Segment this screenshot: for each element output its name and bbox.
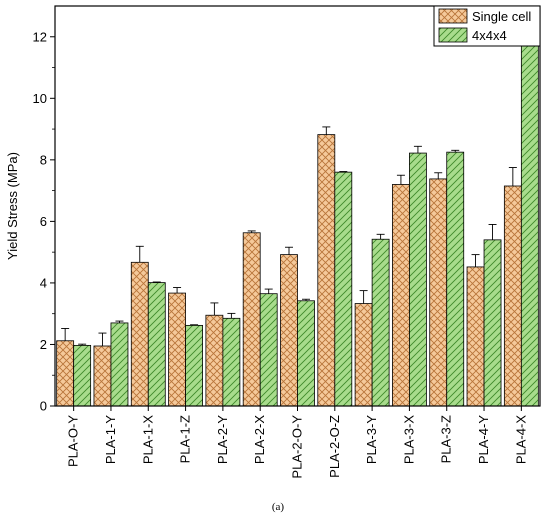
error-bar-single-cell-pla-3-z (434, 172, 443, 179)
error-bars-layer (61, 32, 534, 346)
y-axis-title: Yield Stress (MPa) (5, 152, 20, 260)
x-axis: PLA-O-Y PLA-1-Y PLA-1-X PLA-1-Z PLA-2-Y PLA-2… (66, 406, 528, 479)
legend-label-single-cell: Single cell (472, 9, 531, 24)
y-tick-label-0: 0 (40, 399, 47, 414)
x-tick-label-pla-2-x: PLA-2-X (252, 415, 267, 464)
error-bar-4x4x4-pla-3-x (413, 145, 422, 154)
bar-4x4x4-pla-o-y (73, 344, 92, 407)
bar-4x4x4-pla-1-x (147, 282, 166, 407)
x-tick-label-pla-2-y: PLA-2-Y (215, 415, 230, 464)
bar-4x4x4-pla-2-x (259, 293, 278, 407)
x-tick-label-pla-3-z: PLA-3-Z (439, 415, 454, 463)
bar-single-cell-pla-1-z (168, 292, 186, 407)
bar-single-cell-pla-2-o-z (317, 134, 336, 407)
bar-single-cell-pla-3-z (429, 178, 448, 407)
x-tick-label-pla-1-y: PLA-1-Y (103, 415, 118, 464)
bar-single-cell-pla-2-o-y (280, 254, 298, 407)
error-bar-single-cell-pla-4-y (471, 254, 480, 267)
error-bar-single-cell-pla-4-x (508, 167, 517, 186)
bar-single-cell-pla-2-x (242, 232, 261, 407)
bar-4x4x4-pla-3-x (409, 152, 427, 407)
error-bar-4x4x4-pla-3-y (376, 233, 385, 240)
y-axis: 0 2 4 6 8 10 12 (33, 29, 55, 414)
bar-single-cell-pla-1-y (93, 345, 112, 407)
bar-single-cell-pla-4-y (466, 266, 485, 407)
bar-single-cell-pla-1-x (130, 261, 149, 407)
y-tick-label-2: 2 (40, 337, 47, 352)
bar-single-cell-pla-4-x (503, 185, 522, 407)
y-tick-label-4: 4 (40, 275, 47, 290)
error-bar-single-cell-pla-2-o-z (322, 126, 331, 135)
error-bar-4x4x4-pla-2-o-z (339, 171, 348, 173)
error-bar-single-cell-pla-2-x (247, 230, 256, 233)
bar-single-cell-pla-2-y (205, 314, 224, 407)
x-tick-label-pla-2-o-y: PLA-2-O-Y (290, 415, 305, 479)
error-bar-single-cell-pla-1-y (98, 332, 107, 346)
bar-4x4x4-pla-4-y (483, 239, 502, 407)
error-bar-4x4x4-pla-2-y (227, 312, 236, 319)
figure-caption: (a) (272, 501, 285, 513)
x-tick-label-pla-1-z: PLA-1-Z (178, 415, 193, 463)
error-bar-single-cell-pla-3-y (359, 290, 368, 304)
x-tick-label-pla-4-y: PLA-4-Y (476, 415, 491, 464)
error-bar-4x4x4-pla-2-x (264, 288, 273, 294)
bar-4x4x4-pla-3-y (371, 238, 390, 407)
bar-4x4x4-pla-4-x (520, 40, 539, 407)
error-bar-4x4x4-pla-2-o-y (302, 298, 310, 301)
bar-4x4x4-pla-3-z (446, 151, 465, 407)
error-bar-single-cell-pla-1-z (173, 287, 182, 294)
y-tick-label-6: 6 (40, 214, 47, 229)
error-bar-4x4x4-pla-1-z (190, 324, 199, 326)
x-tick-label-pla-o-y: PLA-O-Y (66, 415, 81, 467)
legend-swatch-4x4x4 (438, 27, 468, 43)
x-tick-label-pla-1-x: PLA-1-X (140, 415, 155, 464)
bar-4x4x4-pla-2-o-y (297, 300, 315, 407)
bar-4x4x4-pla-2-o-z (334, 171, 353, 407)
error-bar-4x4x4-pla-1-x (152, 281, 161, 283)
legend-swatch-single-cell (438, 8, 468, 24)
error-bar-4x4x4-pla-3-z (451, 149, 460, 153)
x-tick-label-pla-2-o-z: PLA-2-O-Z (327, 415, 342, 478)
bar-4x4x4-pla-1-y (110, 322, 129, 407)
bar-single-cell-pla-o-y (56, 340, 75, 407)
y-tick-label-12: 12 (33, 29, 47, 44)
error-bar-single-cell-pla-3-x (396, 174, 405, 185)
error-bar-single-cell-pla-1-x (135, 245, 144, 263)
y-tick-label-10: 10 (33, 91, 47, 106)
x-tick-label-pla-3-y: PLA-3-Y (364, 415, 379, 464)
bars-layer (56, 40, 539, 407)
legend: Single cell 4x4x4 (433, 5, 541, 47)
bar-4x4x4-pla-2-y (222, 317, 241, 407)
legend-label-4x4x4: 4x4x4 (472, 28, 507, 43)
bar-4x4x4-pla-1-z (185, 324, 203, 407)
x-tick-label-pla-3-x: PLA-3-X (401, 415, 416, 464)
error-bar-single-cell-pla-2-y (210, 302, 219, 316)
error-bar-4x4x4-pla-o-y (78, 343, 87, 346)
error-bar-4x4x4-pla-4-y (488, 224, 497, 240)
bar-single-cell-pla-3-x (392, 184, 410, 407)
bar-single-cell-pla-3-y (354, 303, 373, 407)
y-tick-label-8: 8 (40, 152, 47, 167)
error-bar-4x4x4-pla-1-y (115, 320, 124, 323)
error-bar-single-cell-pla-o-y (61, 328, 70, 341)
x-tick-label-pla-4-x: PLA-4-X (513, 415, 528, 464)
error-bar-single-cell-pla-2-o-y (285, 246, 293, 255)
